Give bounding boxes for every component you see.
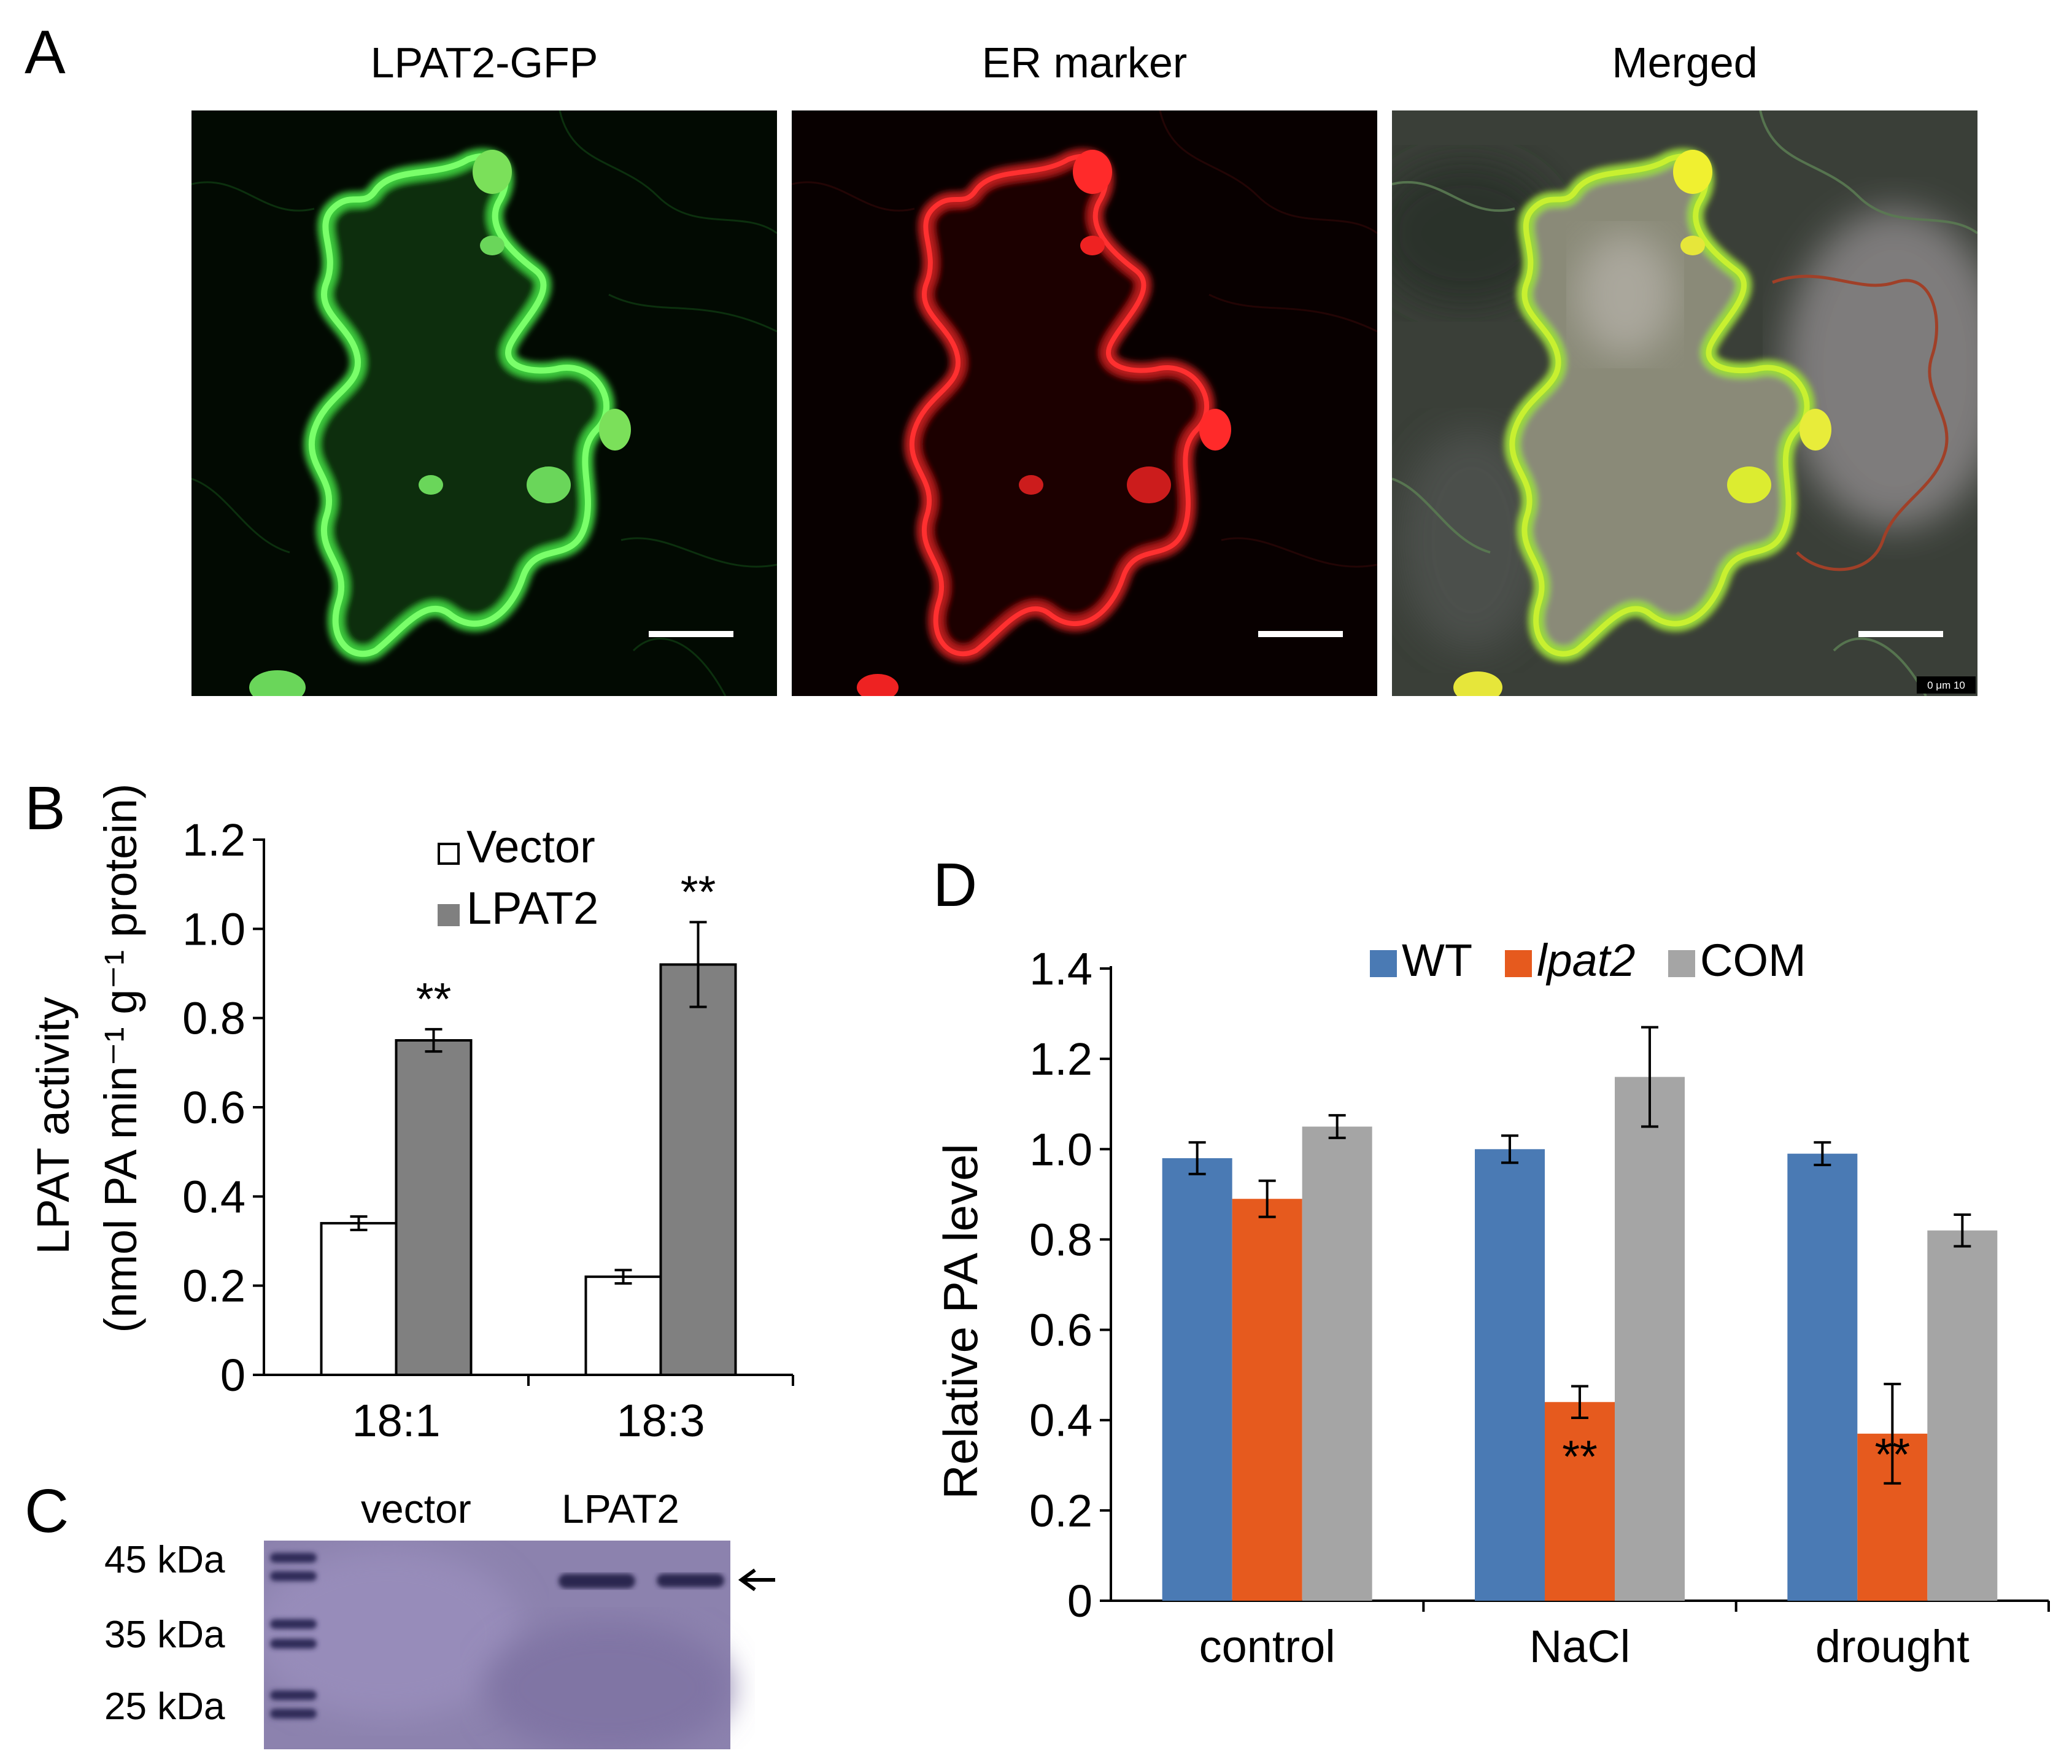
gfp-micrograph: [191, 110, 777, 696]
x-tick-label: NaCl: [1529, 1621, 1630, 1672]
bar-lpat2: [395, 1039, 473, 1376]
y-tick-label: 0: [1067, 1576, 1092, 1627]
legend-label-lpat2: LPAT2: [466, 883, 598, 934]
x-tick-label: 18:1: [352, 1395, 440, 1446]
arrow-icon: [738, 1568, 775, 1592]
y-tick-label: 1.2: [182, 814, 245, 865]
y-tick-label: 0.6: [182, 1082, 245, 1133]
marker-35kda: 35 kDa: [104, 1614, 225, 1656]
legend-label-vector: Vector: [466, 821, 595, 872]
merged-micrograph: 0 μm 10: [1392, 110, 1977, 696]
marker-45kda: 45 kDa: [104, 1539, 225, 1581]
panel-c-letter: C: [25, 1477, 69, 1545]
legend-swatch-lpat2: [438, 904, 460, 926]
panel-d-letter: D: [933, 851, 978, 919]
y-axis-label-units: (nmol PA min⁻¹ g⁻¹ protein): [95, 783, 146, 1333]
bar-vector: [584, 1275, 662, 1377]
y-tick-label: 0.8: [182, 993, 245, 1044]
legend-swatch-lpat2: [1505, 950, 1532, 977]
bar-wt: [1787, 1153, 1858, 1601]
lane-label-lpat2: LPAT2: [562, 1486, 679, 1531]
chart-d: 0 0.2 0.4 0.6 0.8 1.0 1.2 1.4 control NaCl ** droug…: [934, 935, 2050, 1672]
lane-label-vector: vector: [361, 1486, 471, 1531]
y-tick-label: 0.2: [1029, 1485, 1092, 1536]
er-micrograph: [792, 110, 1377, 696]
y-tick-label: 0.4: [182, 1171, 245, 1222]
western-blot: [264, 1541, 775, 1749]
legend-label-wt: WT: [1402, 935, 1472, 986]
bar-wt: [1475, 1149, 1545, 1601]
merged-title: Merged: [1612, 39, 1758, 87]
legend-swatch-vector: [438, 843, 460, 865]
x-tick-label: 18:3: [616, 1395, 705, 1446]
legend-swatch-com: [1668, 950, 1695, 977]
significance-mark: **: [1875, 1429, 1911, 1480]
chart-b: 0 0.2 0.4 0.6 0.8 1.0 1.2 18:1 ** 18:3 ** Vector LPA…: [28, 783, 794, 1446]
bar-vector: [320, 1221, 398, 1377]
marker-25kda: 25 kDa: [104, 1685, 225, 1728]
bar-wt: [1162, 1158, 1232, 1601]
bar-com: [1615, 1077, 1685, 1601]
significance-mark: **: [1562, 1431, 1598, 1482]
legend-label-com: COM: [1700, 935, 1806, 986]
y-tick-label: 1.0: [1029, 1124, 1092, 1175]
scale-text: 0 μm 10: [1927, 679, 1965, 691]
ladder-bands: [270, 1553, 317, 1719]
lpat2-gfp-title: LPAT2-GFP: [370, 39, 598, 87]
legend-label-lpat2: lpat2: [1537, 935, 1635, 986]
x-tick-label: drought: [1815, 1621, 1970, 1672]
bar-com: [1927, 1230, 1998, 1601]
significance-mark: **: [681, 866, 716, 917]
y-tick-label: 0.8: [1029, 1214, 1092, 1265]
bar-lpat2: [1545, 1402, 1615, 1601]
y-tick-label: 1.4: [1029, 943, 1092, 994]
significance-mark: **: [416, 973, 452, 1024]
panel-b-letter: B: [25, 774, 66, 843]
y-tick-label: 0.6: [1029, 1305, 1092, 1356]
x-tick-label: control: [1199, 1621, 1336, 1672]
y-tick-label: 0.2: [182, 1261, 245, 1312]
bar-lpat2: [1232, 1199, 1302, 1601]
panel-a-letter: A: [25, 18, 66, 87]
y-axis-label: LPAT activity: [28, 997, 79, 1254]
er-marker-title: ER marker: [981, 39, 1188, 87]
y-tick-label: 1.2: [1029, 1034, 1092, 1085]
y-tick-label: 1.0: [182, 903, 245, 954]
legend-swatch-wt: [1370, 950, 1397, 977]
y-tick-label: 0: [220, 1350, 245, 1401]
bar-lpat2: [659, 963, 737, 1376]
lpat2-bands: [559, 1574, 724, 1588]
y-axis-label: Relative PA level: [934, 1143, 988, 1499]
y-tick-label: 0.4: [1029, 1395, 1092, 1446]
bar-com: [1302, 1126, 1372, 1601]
